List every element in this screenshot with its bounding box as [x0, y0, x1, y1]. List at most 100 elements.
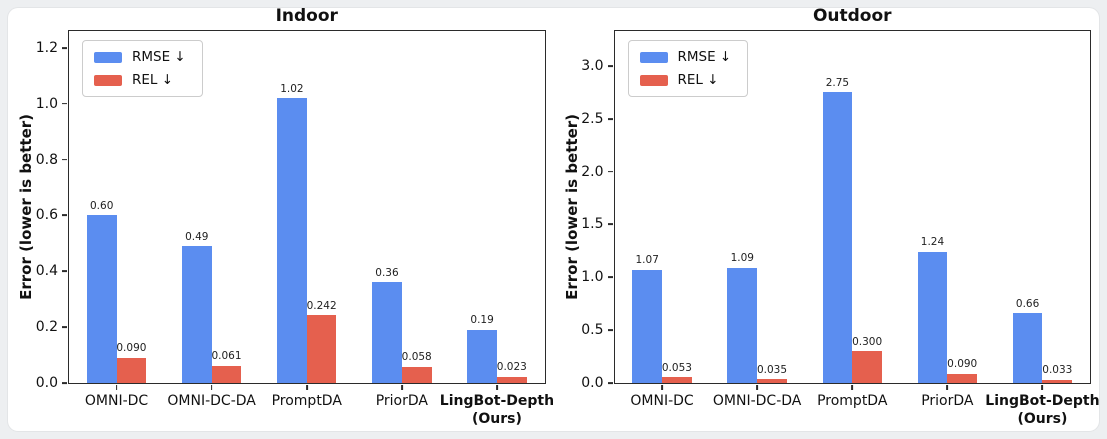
bar-rel-lingbot-depth [1042, 379, 1073, 383]
y-tick-mark [607, 64, 613, 67]
y-tick-mark [607, 382, 613, 384]
bar-rmse-priorda [917, 251, 948, 383]
x-tick-mark [496, 384, 498, 390]
bar-rel-promptda [306, 315, 337, 383]
y-tick-mark [607, 170, 613, 173]
y-tick-mark [607, 117, 613, 120]
x-label-omni-dc: OMNI-DC [84, 393, 149, 409]
y-tick-label: 0.8 [35, 151, 58, 168]
value-label-rmse-lingbot-depth: 0.19 [470, 314, 494, 327]
legend-swatch-rmse-icon [639, 51, 668, 63]
legend-label-rel: REL ↓ [677, 72, 719, 88]
x-label-promptda: PromptDA [271, 393, 342, 409]
bar-rmse-omni-dc-da [181, 246, 212, 383]
legend-row-rel: REL ↓ [94, 72, 186, 88]
y-tick-mark [607, 276, 613, 279]
legend-row-rmse: RMSE ↓ [94, 49, 186, 65]
value-label-rel-lingbot-depth: 0.023 [496, 361, 527, 374]
y-tick-label: 0.2 [35, 319, 58, 336]
x-tick-mark [661, 384, 663, 390]
y-tick-mark [62, 214, 68, 217]
y-tick-label: 2.5 [581, 110, 604, 127]
bar-rel-omni-dc-da [757, 379, 787, 383]
value-label-rmse-omni-dc-da: 0.49 [185, 230, 209, 243]
outdoor-chart-panel: Outdoor Error (lower is better) 0.0 0.5 1.0 1… [554, 6, 1100, 431]
x-label-promptda: PromptDA [817, 393, 888, 409]
legend-label-rmse: RMSE ↓ [677, 49, 732, 65]
bar-rmse-omni-dc [632, 269, 663, 383]
bar-rmse-promptda [277, 98, 307, 383]
x-label-priorda: PriorDA [921, 393, 974, 409]
value-label-rmse-priorda: 1.24 [920, 236, 945, 249]
value-label-rmse-lingbot-depth: 0.66 [1015, 297, 1040, 310]
legend-label-rel: REL ↓ [132, 72, 174, 88]
legend-label-rmse: RMSE ↓ [132, 49, 186, 65]
bar-rmse-promptda [822, 92, 853, 383]
value-label-rel-omni-dc: 0.053 [661, 361, 692, 374]
value-label-rel-omni-dc-da: 0.061 [211, 350, 242, 363]
y-axis-label-wrap: Error (lower is better) [14, 30, 38, 384]
x-tick-mark [851, 384, 854, 390]
x-tick-mark [210, 384, 213, 390]
figure-card: Indoor Error (lower is better) 0.0 0.2 0.4 0.… [8, 6, 1100, 431]
y-axis-label: Error (lower is better) [17, 114, 35, 300]
value-label-rmse-omni-dc-da: 1.09 [730, 252, 754, 265]
bar-rel-omni-dc [662, 377, 692, 383]
y-tick-label: 3.0 [581, 57, 604, 74]
y-tick-mark [62, 382, 68, 384]
x-label-lingbot-depth: LingBot-Depth (Ours) [439, 393, 555, 427]
bar-rmse-lingbot-depth [1012, 313, 1043, 383]
bar-rel-priorda [401, 366, 432, 383]
value-label-rmse-omni-dc: 1.07 [635, 254, 659, 267]
bar-rmse-omni-dc [86, 215, 117, 383]
legend-swatch-rmse-icon [94, 51, 122, 63]
bar-rel-omni-dc-da [211, 365, 242, 383]
bar-rmse-lingbot-depth [467, 329, 497, 383]
value-label-rmse-priorda: 0.36 [375, 266, 399, 279]
x-tick-mark [1041, 384, 1044, 390]
chart-title: Indoor [275, 6, 338, 26]
y-tick-label: 0.0 [35, 375, 58, 391]
value-label-rel-priorda: 0.058 [401, 351, 432, 364]
bar-rel-lingbot-depth [496, 376, 527, 383]
y-tick-label: 2.0 [581, 163, 604, 180]
indoor-chart-panel: Indoor Error (lower is better) 0.0 0.2 0.4 0.… [8, 6, 554, 431]
y-tick-mark [62, 270, 68, 273]
y-tick-label: 1.5 [581, 216, 604, 233]
bar-rel-promptda [852, 351, 882, 383]
x-tick-mark [756, 384, 759, 390]
value-label-rel-lingbot-depth: 0.033 [1042, 364, 1073, 377]
value-label-rel-promptda: 0.300 [852, 335, 883, 348]
y-tick-mark [607, 223, 613, 226]
value-label-rel-omni-dc-da: 0.035 [756, 363, 788, 376]
x-label-omni-dc-da: OMNI-DC-DA [712, 393, 802, 409]
bar-rel-priorda [947, 373, 978, 383]
y-tick-mark [62, 46, 68, 49]
x-label-omni-dc: OMNI-DC [630, 393, 694, 409]
y-tick-label: 0.0 [581, 375, 604, 391]
value-label-rel-priorda: 0.090 [947, 358, 978, 370]
y-tick-mark [62, 102, 68, 105]
chart-title: Outdoor [812, 6, 892, 26]
legend: RMSE ↓ REL ↓ [82, 40, 203, 97]
x-tick-mark [946, 384, 949, 390]
legend-row-rmse: RMSE ↓ [639, 49, 732, 65]
bar-rel-omni-dc [116, 357, 147, 383]
x-tick-mark [400, 384, 403, 390]
plot-area: 0.0 0.2 0.4 0.6 0.8 1.0 1.2 0.60 0.090 OMNI-DC 0.4… [36, 30, 554, 427]
value-label-rmse-promptda: 1.02 [280, 82, 304, 95]
x-label-lingbot-depth: LingBot-Depth (Ours) [985, 393, 1100, 427]
value-label-rmse-promptda: 2.75 [825, 76, 850, 89]
value-label-rmse-omni-dc: 0.60 [89, 199, 114, 212]
y-tick-mark [62, 158, 68, 161]
y-axis-label: Error (lower is better) [562, 114, 581, 300]
bar-rmse-priorda [372, 282, 402, 383]
legend: RMSE ↓ REL ↓ [627, 40, 749, 97]
legend-row-rel: REL ↓ [639, 72, 732, 88]
y-tick-mark [607, 329, 613, 332]
legend-swatch-rel-icon [94, 74, 122, 86]
value-label-rel-omni-dc: 0.090 [116, 342, 147, 355]
y-tick-label: 1.0 [35, 95, 58, 112]
y-axis-label-wrap: Error (lower is better) [560, 30, 584, 384]
